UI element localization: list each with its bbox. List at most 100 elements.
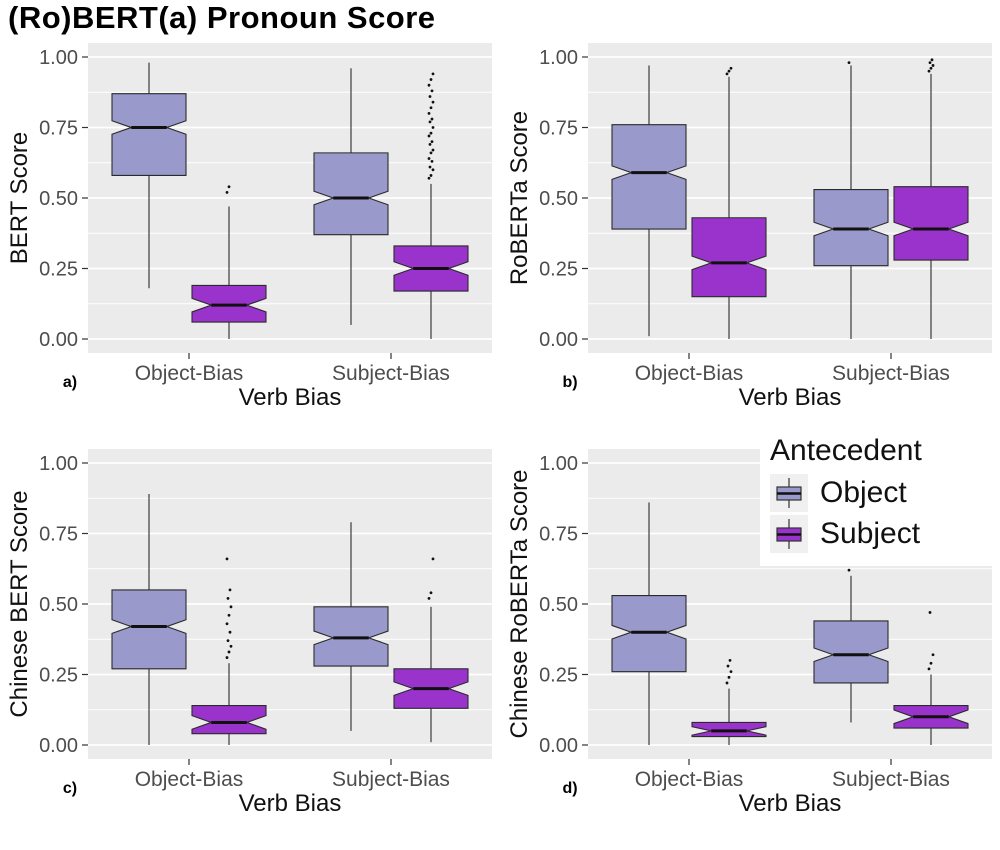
panel-letter: b) bbox=[562, 374, 577, 391]
x-axis-label: Verb Bias bbox=[239, 790, 342, 817]
outlier-point bbox=[429, 174, 433, 177]
y-tick-label: 0.00 bbox=[539, 735, 578, 757]
boxplot-key-glyph bbox=[776, 478, 802, 508]
y-tick-label: 0.00 bbox=[39, 735, 78, 757]
outlier-point bbox=[427, 157, 431, 160]
outlier-point bbox=[225, 557, 229, 561]
y-tick-label: 0.00 bbox=[39, 329, 78, 351]
outlier-point bbox=[225, 190, 229, 194]
x-tick-label: Subject-Bias bbox=[832, 768, 950, 791]
outlier-point bbox=[431, 168, 435, 172]
outlier-point bbox=[431, 148, 435, 152]
boxplot-key-icon bbox=[770, 515, 808, 553]
y-axis-label: Chinese BERT Score bbox=[6, 490, 33, 717]
x-axis-label: Verb Bias bbox=[739, 790, 842, 817]
y-tick-label: 1.00 bbox=[539, 47, 578, 69]
outlier-point bbox=[428, 95, 432, 98]
boxplot-svg-a: 0.00 0.25 0.50 0.75 1.00 Object-Bias Subject-B… bbox=[6, 43, 492, 411]
outlier-point bbox=[427, 83, 431, 87]
outlier-point bbox=[427, 134, 431, 138]
outlier-point bbox=[229, 644, 233, 648]
legend-title: Antecedent bbox=[770, 434, 922, 467]
y-tick-label: 0.75 bbox=[539, 118, 578, 140]
x-tick-label: Object-Bias bbox=[135, 768, 244, 791]
outlier-point bbox=[431, 100, 435, 104]
x-tick-label: Subject-Bias bbox=[332, 362, 450, 385]
panel-letter: c) bbox=[63, 780, 77, 797]
outlier-point bbox=[725, 681, 729, 685]
outlier-point bbox=[929, 661, 933, 665]
outlier-point bbox=[727, 675, 731, 679]
y-tick-label: 0.75 bbox=[39, 118, 78, 140]
box-object-object-bias bbox=[111, 93, 187, 176]
outlier-point bbox=[929, 66, 933, 70]
outlier-point bbox=[729, 66, 733, 70]
outlier-point bbox=[427, 112, 431, 115]
y-tick-label: 1.00 bbox=[539, 453, 578, 475]
y-tick-label: 0.25 bbox=[39, 259, 78, 281]
legend-item-object: Object bbox=[770, 474, 984, 512]
y-tick-label: 0.25 bbox=[539, 665, 578, 687]
outlier-point bbox=[725, 72, 729, 76]
outlier-point bbox=[726, 664, 730, 668]
outlier-point bbox=[847, 61, 851, 65]
y-axis-label: Chinese RoBERTa Score bbox=[506, 469, 533, 738]
outlier-point bbox=[927, 69, 931, 73]
legend-item-subject: Subject bbox=[770, 515, 984, 553]
outlier-point bbox=[728, 659, 732, 662]
y-axis-label: BERT Score bbox=[6, 132, 33, 265]
box-object-object-bias bbox=[611, 124, 687, 230]
y-axis-label: RoBERTa Score bbox=[506, 111, 533, 285]
x-tick-label: Object-Bias bbox=[135, 362, 244, 385]
x-tick-label: Subject-Bias bbox=[332, 768, 450, 791]
y-tick-label: 0.25 bbox=[539, 259, 578, 281]
outlier-point bbox=[428, 143, 432, 146]
panel-letter: d) bbox=[562, 780, 577, 797]
boxplot-svg-c: 0.00 0.25 0.50 0.75 1.00 Object-Bias Subject-B… bbox=[6, 449, 492, 817]
outlier-point bbox=[927, 667, 931, 671]
y-tick-label: 1.00 bbox=[39, 453, 78, 475]
y-tick-label: 0.25 bbox=[39, 665, 78, 687]
legend-items: Object Subject bbox=[770, 474, 984, 553]
boxplot-key-icon bbox=[770, 474, 808, 512]
outlier-point bbox=[225, 656, 229, 659]
outlier-point bbox=[847, 568, 851, 572]
outlier-point bbox=[226, 639, 230, 643]
boxplot-svg-b: 0.00 0.25 0.50 0.75 1.00 Object-Bias Subject-B… bbox=[506, 43, 992, 411]
y-tick-label: 0.75 bbox=[39, 524, 78, 546]
outlier-point bbox=[427, 596, 431, 600]
legend-item-label: Subject bbox=[820, 517, 921, 550]
box-object-subject-bias bbox=[313, 152, 389, 236]
legend: Antecedent Object Subject bbox=[760, 430, 992, 566]
outlier-point bbox=[431, 126, 435, 129]
box-object-subject-bias bbox=[813, 620, 889, 684]
boxplot-key-glyph bbox=[776, 519, 802, 549]
box-subject-object-bias bbox=[691, 217, 767, 298]
outlier-point bbox=[226, 596, 230, 600]
outlier-point bbox=[430, 159, 434, 163]
outlier-point bbox=[431, 72, 435, 76]
outlier-point bbox=[727, 69, 731, 73]
outlier-point bbox=[429, 151, 433, 155]
figure-title: (Ro)BERT(a) Pronoun Score bbox=[8, 0, 436, 35]
x-tick-label: Subject-Bias bbox=[832, 362, 950, 385]
box-subject-subject-bias bbox=[893, 186, 969, 261]
outlier-point bbox=[428, 165, 432, 169]
y-tick-label: 0.75 bbox=[539, 524, 578, 546]
panel-b: 0.00 0.25 0.50 0.75 1.00 Object-Bias Subject-B… bbox=[500, 38, 1000, 444]
panel-letter: a) bbox=[63, 374, 77, 391]
panel-a: 0.00 0.25 0.50 0.75 1.00 Object-Bias Subject-B… bbox=[0, 38, 500, 444]
x-tick-label: Object-Bias bbox=[635, 362, 744, 385]
outlier-point bbox=[428, 120, 432, 124]
y-tick-label: 0.50 bbox=[539, 188, 578, 210]
outlier-point bbox=[227, 613, 231, 617]
outlier-point bbox=[228, 588, 232, 592]
outlier-point bbox=[431, 557, 435, 561]
y-tick-label: 0.00 bbox=[539, 329, 578, 351]
outlier-point bbox=[227, 650, 231, 654]
outlier-point bbox=[429, 591, 433, 595]
outlier-point bbox=[928, 611, 932, 614]
x-axis-label: Verb Bias bbox=[739, 384, 842, 411]
y-tick-label: 0.50 bbox=[539, 594, 578, 616]
